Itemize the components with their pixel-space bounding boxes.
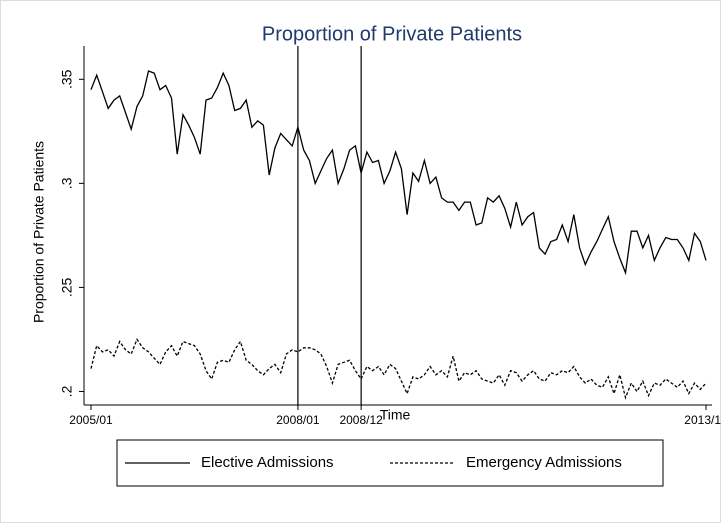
series-line bbox=[90, 338, 707, 400]
chart-title: Proportion of Private Patients bbox=[262, 23, 522, 45]
y-tick-label: .2 bbox=[59, 385, 75, 397]
x-tick-label: 2005/01 bbox=[69, 413, 113, 427]
y-tick-label: .3 bbox=[59, 177, 75, 189]
series-line bbox=[90, 70, 707, 276]
x-tick-label: 2008/12 bbox=[339, 413, 383, 427]
y-tick-label: .25 bbox=[59, 277, 75, 297]
legend-label: Emergency Admissions bbox=[466, 454, 622, 471]
y-axis-title: Proportion of Private Patients bbox=[31, 141, 47, 323]
x-axis-title: Time bbox=[380, 407, 411, 423]
legend-label: Elective Admissions bbox=[201, 454, 334, 471]
x-tick-label: 2013/12 bbox=[684, 413, 721, 427]
y-tick-label: .35 bbox=[59, 69, 75, 89]
x-tick-label: 2008/01 bbox=[276, 413, 320, 427]
